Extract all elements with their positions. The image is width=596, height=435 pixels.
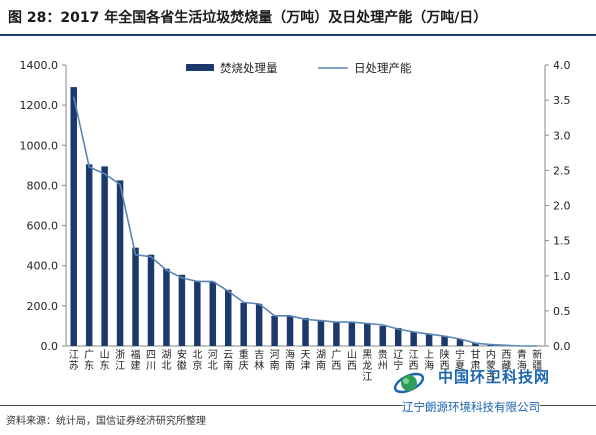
legend-swatch-bar bbox=[186, 64, 214, 71]
watermark-title: 中国环卫科技网 bbox=[438, 368, 551, 386]
x-tick-label: 山西 bbox=[347, 349, 357, 372]
chart-title-bar: 图 28：2017 年全国各省生活垃圾焚烧量（万吨）及日处理产能（万吨/日） bbox=[0, 0, 596, 32]
right-tick-label: 3.5 bbox=[553, 94, 571, 107]
left-tick-label: 400.0 bbox=[27, 260, 59, 273]
x-tick-label: 海南 bbox=[285, 348, 295, 372]
x-tick-label: 广西 bbox=[331, 349, 341, 372]
bar bbox=[116, 180, 124, 346]
right-tick-label: 4.0 bbox=[553, 59, 571, 72]
right-tick-label: 0.0 bbox=[553, 340, 571, 353]
right-tick-label: 1.5 bbox=[553, 235, 571, 248]
x-tick-label: 青海 bbox=[517, 348, 527, 372]
bar bbox=[286, 315, 294, 346]
x-tick-label: 重庆 bbox=[239, 348, 249, 372]
left-tick-label: 1200.0 bbox=[20, 99, 59, 112]
x-tick-label: 江苏 bbox=[69, 349, 79, 372]
source-divider bbox=[0, 405, 596, 406]
x-tick-label: 河南 bbox=[270, 349, 280, 372]
x-tick-label: 甘肃 bbox=[470, 348, 480, 372]
bar bbox=[348, 321, 356, 346]
x-tick-label: 安徽 bbox=[177, 348, 187, 372]
bar bbox=[85, 164, 93, 346]
x-tick-label: 内蒙古 bbox=[486, 348, 496, 383]
left-tick-label: 800.0 bbox=[27, 179, 59, 192]
x-tick-label: 四川 bbox=[146, 350, 156, 372]
x-tick-label: 云南 bbox=[223, 350, 233, 372]
x-tick-label: 贵州 bbox=[378, 348, 388, 372]
x-tick-label: 山东 bbox=[100, 349, 110, 372]
bar bbox=[333, 321, 340, 346]
right-tick-label: 0.5 bbox=[553, 305, 571, 318]
watermark-subtitle: 辽宁朗源环境科技有限公司 bbox=[402, 399, 540, 415]
left-tick-label: 0.0 bbox=[41, 340, 59, 353]
x-tick-label: 江西 bbox=[409, 349, 419, 372]
series-line-capacity bbox=[72, 96, 538, 347]
left-tick-label: 600.0 bbox=[27, 220, 59, 233]
x-tick-label: 宁夏 bbox=[455, 348, 465, 372]
x-tick-label: 湖南 bbox=[316, 349, 326, 372]
bar bbox=[317, 319, 325, 346]
x-tick-label: 辽宁 bbox=[393, 349, 403, 372]
bar bbox=[70, 87, 77, 347]
bar bbox=[379, 325, 387, 346]
left-tick-label: 1000.0 bbox=[20, 139, 59, 152]
source-note: 资料来源：统计局，国信证券经济研究所整理 bbox=[6, 416, 206, 427]
bar bbox=[194, 280, 201, 346]
x-tick-label: 湖北 bbox=[161, 349, 171, 372]
bar bbox=[255, 303, 263, 346]
bar bbox=[472, 342, 479, 346]
x-tick-label: 北京 bbox=[192, 349, 202, 372]
combo-chart: 0.0 200.0 400.0 600.0 800.0 1000.0 1200.0 1400.… bbox=[20, 59, 571, 383]
x-tick-label: 上海 bbox=[424, 349, 434, 372]
bar bbox=[410, 331, 417, 346]
legend-label-line: 日处理产能 bbox=[354, 61, 412, 75]
bar bbox=[224, 289, 232, 346]
x-tick-label: 吉林 bbox=[254, 349, 264, 372]
bar bbox=[178, 274, 186, 346]
bar bbox=[425, 333, 433, 346]
x-tick-label: 陕西 bbox=[440, 348, 450, 372]
bar bbox=[456, 338, 464, 346]
right-tick-label: 1.0 bbox=[553, 270, 571, 283]
bar bbox=[101, 166, 108, 346]
bar bbox=[302, 317, 309, 346]
watermark: 中国环卫科技网 辽宁朗源环境科技有限公司 bbox=[392, 362, 592, 422]
chart-title: 图 28：2017 年全国各省生活垃圾焚烧量（万吨）及日处理产能（万吨/日） bbox=[8, 10, 488, 26]
x-tick-label: 黑龙江 bbox=[362, 349, 372, 383]
bar bbox=[163, 268, 170, 346]
globe-ring-icon bbox=[393, 372, 425, 394]
legend-label-bar: 焚烧处理量 bbox=[220, 61, 278, 75]
bar bbox=[147, 254, 155, 346]
bar bbox=[441, 335, 448, 346]
x-tick-label: 新疆 bbox=[532, 348, 542, 372]
left-tick-label: 200.0 bbox=[27, 300, 59, 313]
x-tick-label: 福建 bbox=[131, 348, 141, 372]
bar bbox=[364, 323, 371, 346]
bar bbox=[394, 327, 402, 346]
x-tick-label: 天津 bbox=[301, 350, 311, 372]
title-divider bbox=[0, 34, 596, 36]
x-tick-label: 广东 bbox=[84, 349, 94, 372]
left-tick-label: 1400.0 bbox=[20, 59, 59, 72]
x-tick-label: 西藏 bbox=[501, 350, 511, 372]
bar bbox=[271, 315, 278, 346]
right-tick-label: 3.0 bbox=[553, 129, 571, 142]
right-tick-label: 2.0 bbox=[553, 200, 571, 213]
right-tick-label: 2.5 bbox=[553, 164, 571, 177]
bar bbox=[240, 302, 247, 346]
bar bbox=[132, 247, 139, 346]
bar bbox=[209, 281, 217, 346]
bar bbox=[487, 344, 495, 346]
x-tick-label: 河北 bbox=[208, 349, 218, 372]
x-tick-label: 浙江 bbox=[115, 349, 125, 372]
